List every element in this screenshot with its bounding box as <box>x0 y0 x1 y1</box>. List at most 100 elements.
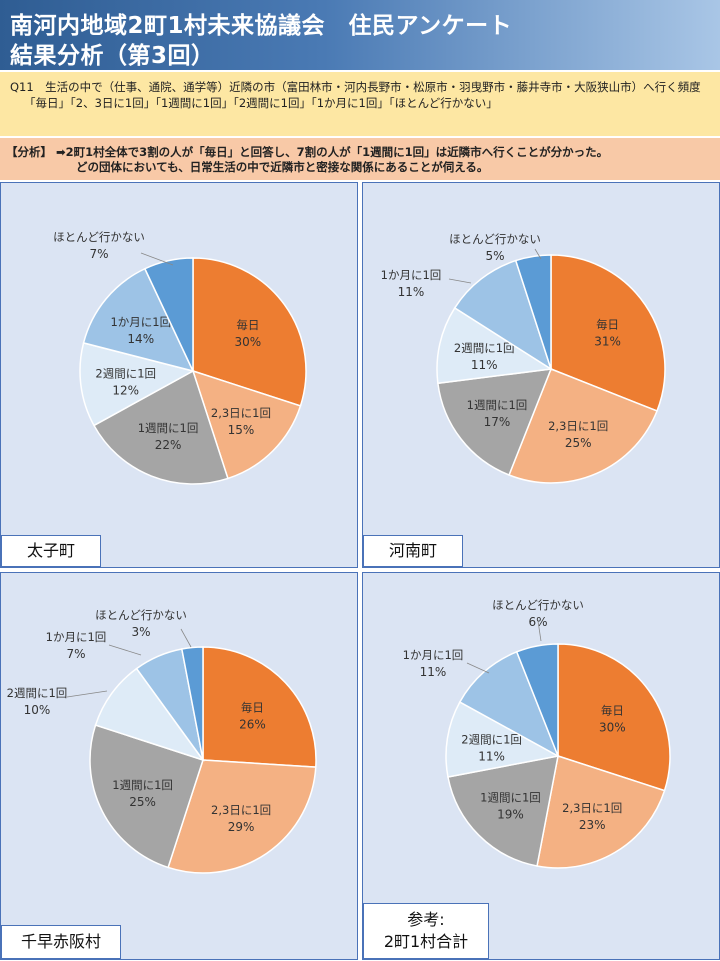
slice-category-label: 毎日 <box>601 704 624 718</box>
slice-percent-label: 11% <box>420 665 447 679</box>
pie-slice-two-three-days <box>508 368 658 484</box>
pie-slice-rarely <box>180 646 204 761</box>
page-subtitle: 結果分析（第3回） <box>10 43 215 69</box>
panel-label-total-line2: 2町1村合計 <box>383 932 469 951</box>
panel-taishi: 毎日 30% 2,3日に1回 15% 1週間に1回 22% 2週間に1回 12% 1か月に1回 1… <box>0 182 358 568</box>
pie-slice-monthly <box>82 267 195 373</box>
slice-percent-label: 5% <box>485 249 504 263</box>
leader-line-rarely <box>537 620 542 642</box>
slice-category-label: 2,3日に1回 <box>211 406 271 420</box>
slice-category-label: 毎日 <box>236 318 259 332</box>
leader-line-monthly <box>466 662 490 674</box>
slice-category-label: 2,3日に1回 <box>211 803 271 817</box>
header-banner: 南河内地域2町1村未来協議会 住民アンケート 結果分析（第3回） <box>0 0 720 70</box>
analysis-box: 【分析】 ➡2町1村全体で3割の人が「毎日」と回答し、7割の人が「1週間に1回」… <box>0 138 720 180</box>
pie-slice-weekly <box>89 724 204 869</box>
pie-slice-rarely <box>515 643 559 757</box>
panel-chihayaakasaka: 毎日 26% 2,3日に1回 29% 1週間に1回 25% 2週間に1回 10% 1か月に1回 7… <box>0 572 358 960</box>
slice-category-label: 2週間に1回 <box>95 366 156 380</box>
slice-percent-label: 7% <box>66 647 85 661</box>
pie-chart-taishi: 毎日 30% 2,3日に1回 15% 1週間に1回 22% 2週間に1回 12% 1か月に1回 1… <box>53 230 307 485</box>
leader-line-rarely <box>140 252 174 266</box>
slice-percent-label: 7% <box>89 247 108 261</box>
slice-category-label: 2週間に1回 <box>7 686 68 700</box>
slice-percent-label: 6% <box>528 615 547 629</box>
leader-line-biweekly <box>66 690 108 698</box>
pie-slice-two-three-days <box>167 759 317 874</box>
slice-percent-label: 12% <box>112 383 139 397</box>
leader-line-rarely <box>180 628 192 648</box>
panel-label-chihayaakasaka: 千早赤阪村 <box>1 925 121 959</box>
slice-category-label: 2,3日に1回 <box>562 801 622 815</box>
question-text: Q11 生活の中で（仕事、通院、通学等）近隣の市（富田林市・河内長野市・松原市・… <box>10 80 701 94</box>
slice-category-label: 1か月に1回 <box>46 630 107 644</box>
slice-percent-label: 19% <box>497 808 524 822</box>
pie-slice-biweekly <box>436 306 554 385</box>
pie-slice-weekly <box>92 369 229 485</box>
panel-total: 毎日 30% 2,3日に1回 23% 1週間に1回 19% 2週間に1回 11% 1か月に1回 1… <box>362 572 720 960</box>
slice-percent-label: 14% <box>127 332 154 346</box>
slice-percent-label: 26% <box>239 718 266 732</box>
pie-slice-biweekly <box>79 341 196 427</box>
slice-category-label: 1か月に1回 <box>403 648 464 662</box>
pie-slice-rarely <box>143 257 194 372</box>
leader-line-monthly <box>108 644 142 656</box>
slice-category-label: ほとんど行かない <box>95 608 187 622</box>
slice-percent-label: 30% <box>235 335 262 349</box>
pie-chart-kanan: 毎日 31% 2,3日に1回 25% 1週間に1回 17% 2週間に1回 11% 1か月に1回 1… <box>381 232 666 484</box>
slice-category-label: 毎日 <box>241 701 264 715</box>
panel-label-kanan: 河南町 <box>363 535 463 567</box>
pie-slice-daily <box>557 643 671 792</box>
pie-slice-monthly <box>453 259 553 371</box>
analysis-line-2: どの団体においても、日常生活の中で近隣市と密接な関係にあることが伺える。 <box>76 160 489 174</box>
slice-percent-label: 11% <box>398 285 425 299</box>
slice-category-label: 1週間に1回 <box>112 778 173 792</box>
pie-slice-biweekly <box>94 667 205 762</box>
pie-slice-daily <box>192 257 307 407</box>
panel-label-taishi: 太子町 <box>1 535 101 567</box>
pie-slice-two-three-days <box>536 755 666 869</box>
slice-percent-label: 17% <box>484 415 511 429</box>
slice-category-label: 1か月に1回 <box>381 268 442 282</box>
slice-percent-label: 11% <box>478 749 505 763</box>
question-options: 「毎日」「2、3日に1回」「1週間に1回」「2週間に1回」「1か月に1回」「ほと… <box>24 96 498 110</box>
slice-category-label: ほとんど行かない <box>492 598 584 612</box>
pie-slice-rarely <box>514 254 552 370</box>
slice-percent-label: 10% <box>24 703 51 717</box>
analysis-line-1: 【分析】 ➡2町1村全体で3割の人が「毎日」と回答し、7割の人が「1週間に1回」… <box>6 145 609 159</box>
slice-category-label: 2週間に1回 <box>454 341 515 355</box>
panel-label-total-line1: 参考: <box>407 910 445 929</box>
slice-percent-label: 15% <box>228 423 255 437</box>
leader-line-monthly <box>448 278 472 284</box>
pie-slice-biweekly <box>445 701 561 778</box>
slice-category-label: 2,3日に1回 <box>548 419 608 433</box>
panel-label-total: 参考: 2町1村合計 <box>363 903 489 959</box>
slice-category-label: 1週間に1回 <box>467 398 528 412</box>
page-title: 南河内地域2町1村未来協議会 住民アンケート <box>10 13 513 39</box>
slice-percent-label: 30% <box>599 721 626 735</box>
pie-slice-daily <box>550 254 666 412</box>
slice-category-label: 1か月に1回 <box>110 315 171 329</box>
slice-category-label: ほとんど行かない <box>53 230 145 244</box>
slice-percent-label: 22% <box>155 438 182 452</box>
slice-category-label: 1週間に1回 <box>138 421 199 435</box>
pie-slice-monthly <box>458 650 560 758</box>
panel-kanan: 毎日 31% 2,3日に1回 25% 1週間に1回 17% 2週間に1回 11% 1か月に1回 1… <box>362 182 720 568</box>
slice-percent-label: 3% <box>131 625 150 639</box>
slice-percent-label: 29% <box>228 820 255 834</box>
pie-chart-total: 毎日 30% 2,3日に1回 23% 1週間に1回 19% 2週間に1回 11% 1か月に1回 1… <box>403 598 671 869</box>
slice-percent-label: 11% <box>471 358 498 372</box>
slice-percent-label: 23% <box>579 818 606 832</box>
slice-category-label: 毎日 <box>596 318 619 332</box>
slice-percent-label: 25% <box>129 795 156 809</box>
pie-slice-weekly <box>447 755 559 867</box>
slice-percent-label: 31% <box>594 335 621 349</box>
pie-slice-daily <box>202 646 317 768</box>
slice-category-label: 2週間に1回 <box>461 732 522 746</box>
leader-line-rarely <box>534 248 542 260</box>
slice-percent-label: 25% <box>565 436 592 450</box>
slice-category-label: 1週間に1回 <box>480 791 541 805</box>
question-box: Q11 生活の中で（仕事、通院、通学等）近隣の市（富田林市・河内長野市・松原市・… <box>0 72 720 136</box>
pie-slice-weekly <box>437 368 553 476</box>
pie-chart-chihayaakasaka: 毎日 26% 2,3日に1回 29% 1週間に1回 25% 2週間に1回 10% 1か月に1回 7… <box>7 608 317 874</box>
